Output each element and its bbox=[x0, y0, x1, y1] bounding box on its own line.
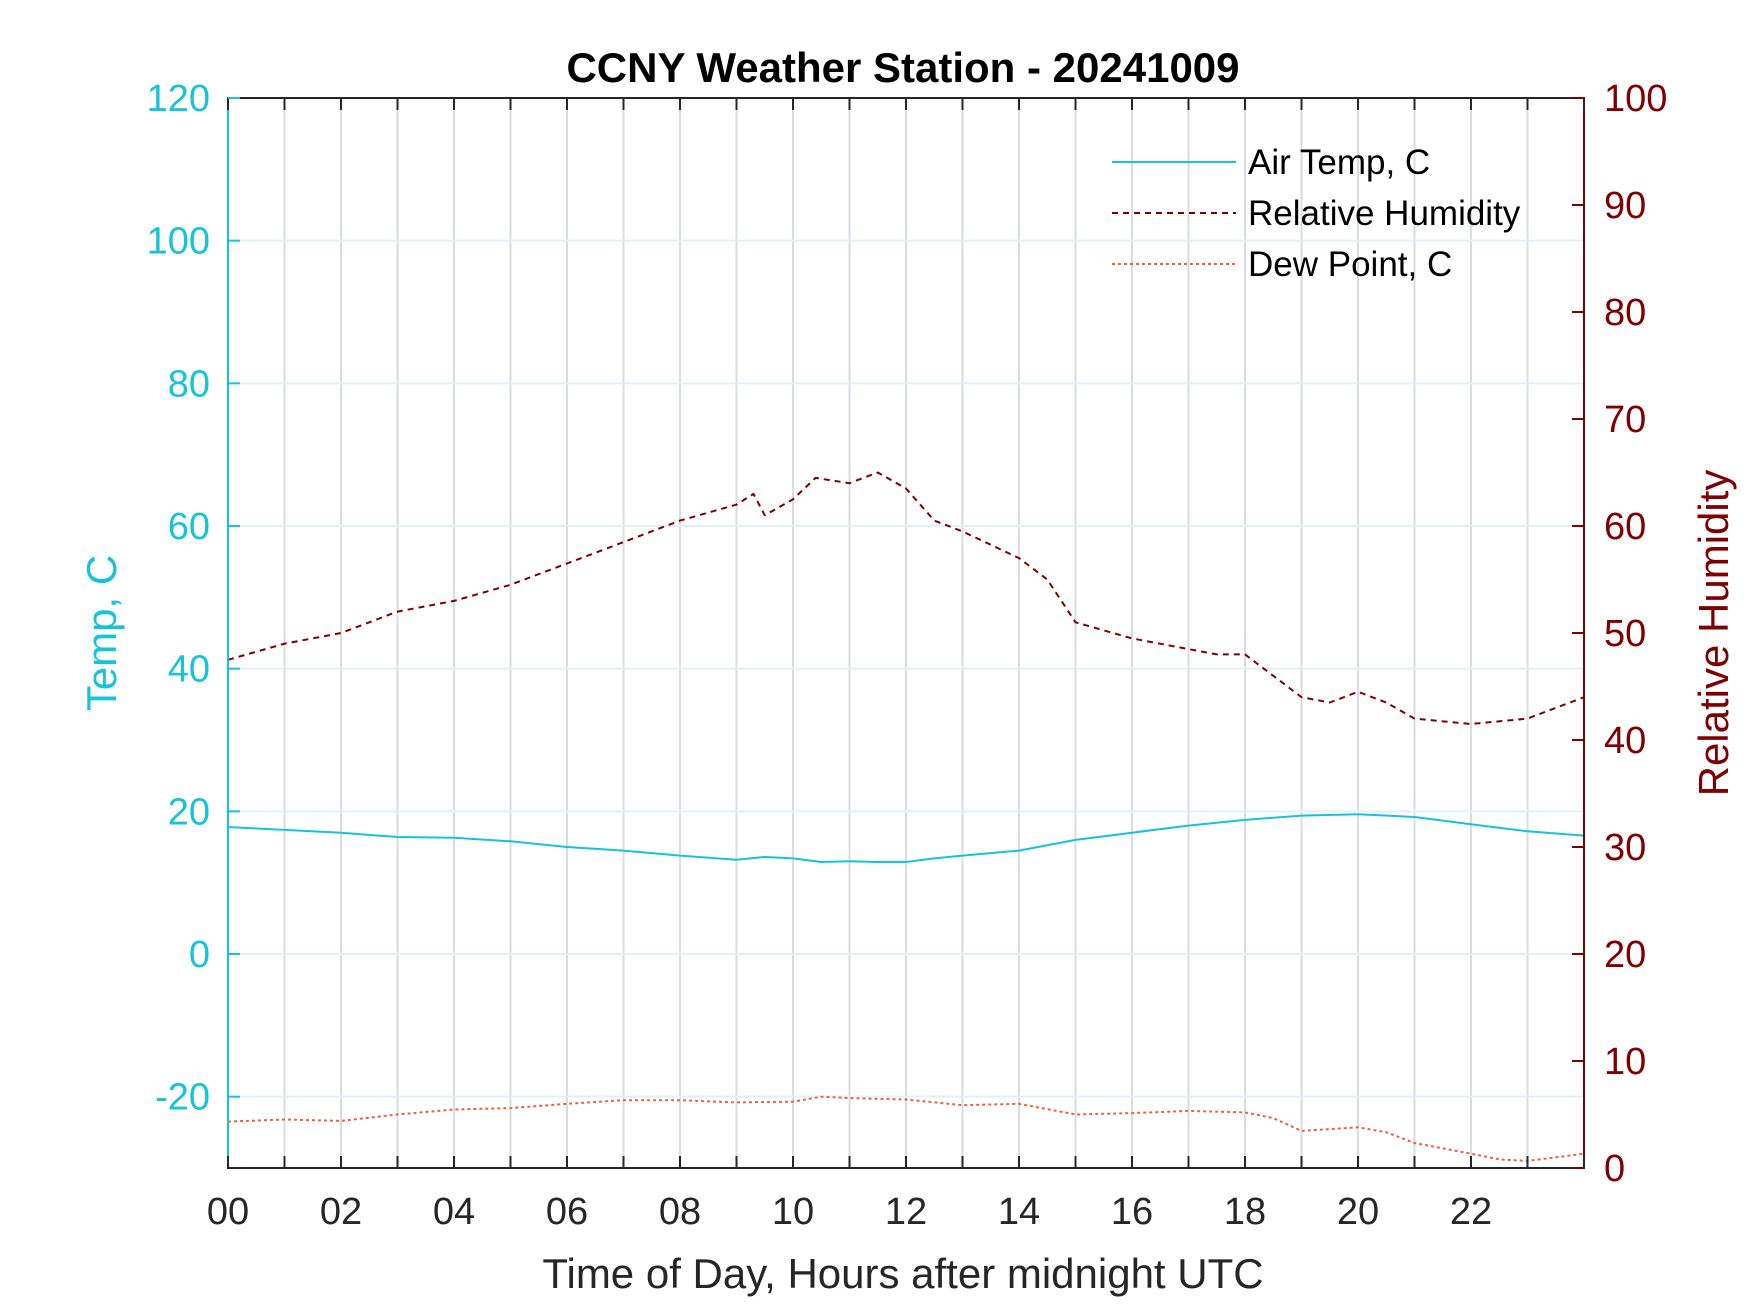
x-tick-label: 08 bbox=[659, 1191, 701, 1233]
y-right-tick-label: 70 bbox=[1604, 399, 1646, 441]
series-lines bbox=[227, 471, 1585, 1162]
series-line-dew-point bbox=[227, 1095, 1585, 1162]
y-right-tick-label: 10 bbox=[1604, 1041, 1646, 1083]
legend-label-air-temp: Air Temp, C bbox=[1248, 143, 1430, 182]
x-tick-label: 00 bbox=[207, 1191, 249, 1233]
y-right-tick-label: 40 bbox=[1604, 720, 1646, 762]
y-left-tick-label: 40 bbox=[168, 649, 210, 691]
y-left-tick-label: 20 bbox=[168, 791, 210, 833]
chart-title: CCNY Weather Station - 20241009 bbox=[566, 44, 1239, 91]
y-axis-right-label: Relative Humidity bbox=[1690, 470, 1737, 797]
x-tick-label: 06 bbox=[546, 1191, 588, 1233]
legend: Air Temp, C Relative Humidity Dew Point, C bbox=[1112, 143, 1521, 284]
x-tick-label: 14 bbox=[998, 1191, 1040, 1233]
series-line-rh bbox=[227, 471, 1585, 725]
y-right-tick-label: 50 bbox=[1604, 613, 1646, 655]
legend-label-dew-point: Dew Point, C bbox=[1248, 245, 1452, 284]
y-right-tick-label: 30 bbox=[1604, 827, 1646, 869]
y-left-tick-label: 0 bbox=[189, 934, 210, 976]
x-tick-label: 10 bbox=[772, 1191, 814, 1233]
y-right-tick-label: 20 bbox=[1604, 934, 1646, 976]
y-left-tick-label: 60 bbox=[168, 506, 210, 548]
x-tick-label: 12 bbox=[885, 1191, 927, 1233]
x-tick-label: 18 bbox=[1224, 1191, 1266, 1233]
x-tick-label: 02 bbox=[320, 1191, 362, 1233]
y-right-tick-label: 100 bbox=[1604, 78, 1667, 120]
legend-label-rh: Relative Humidity bbox=[1248, 194, 1521, 233]
y-right-tick-label: 0 bbox=[1604, 1148, 1625, 1190]
y-right-tick-label: 80 bbox=[1604, 292, 1646, 334]
y-right-tick-label: 60 bbox=[1604, 506, 1646, 548]
x-tick-label: 20 bbox=[1337, 1191, 1379, 1233]
x-axis-label: Time of Day, Hours after midnight UTC bbox=[542, 1250, 1263, 1297]
axes: 00 02 04 06 08 10 12 14 16 18 20 22-200204060801001… bbox=[147, 78, 1668, 1233]
y-left-tick-label: 100 bbox=[147, 221, 210, 263]
y-left-tick-label: 120 bbox=[147, 78, 210, 120]
grid-lines bbox=[228, 97, 1584, 1168]
y-axis-left-label: Temp, C bbox=[78, 555, 125, 711]
y-left-tick-label: 80 bbox=[168, 363, 210, 405]
x-tick-label: 16 bbox=[1111, 1191, 1153, 1233]
x-tick-label: 04 bbox=[433, 1191, 475, 1233]
series-line-air-temp bbox=[227, 813, 1585, 863]
y-left-tick-label: -20 bbox=[155, 1077, 210, 1119]
x-tick-label: 22 bbox=[1450, 1191, 1492, 1233]
y-right-tick-label: 90 bbox=[1604, 185, 1646, 227]
